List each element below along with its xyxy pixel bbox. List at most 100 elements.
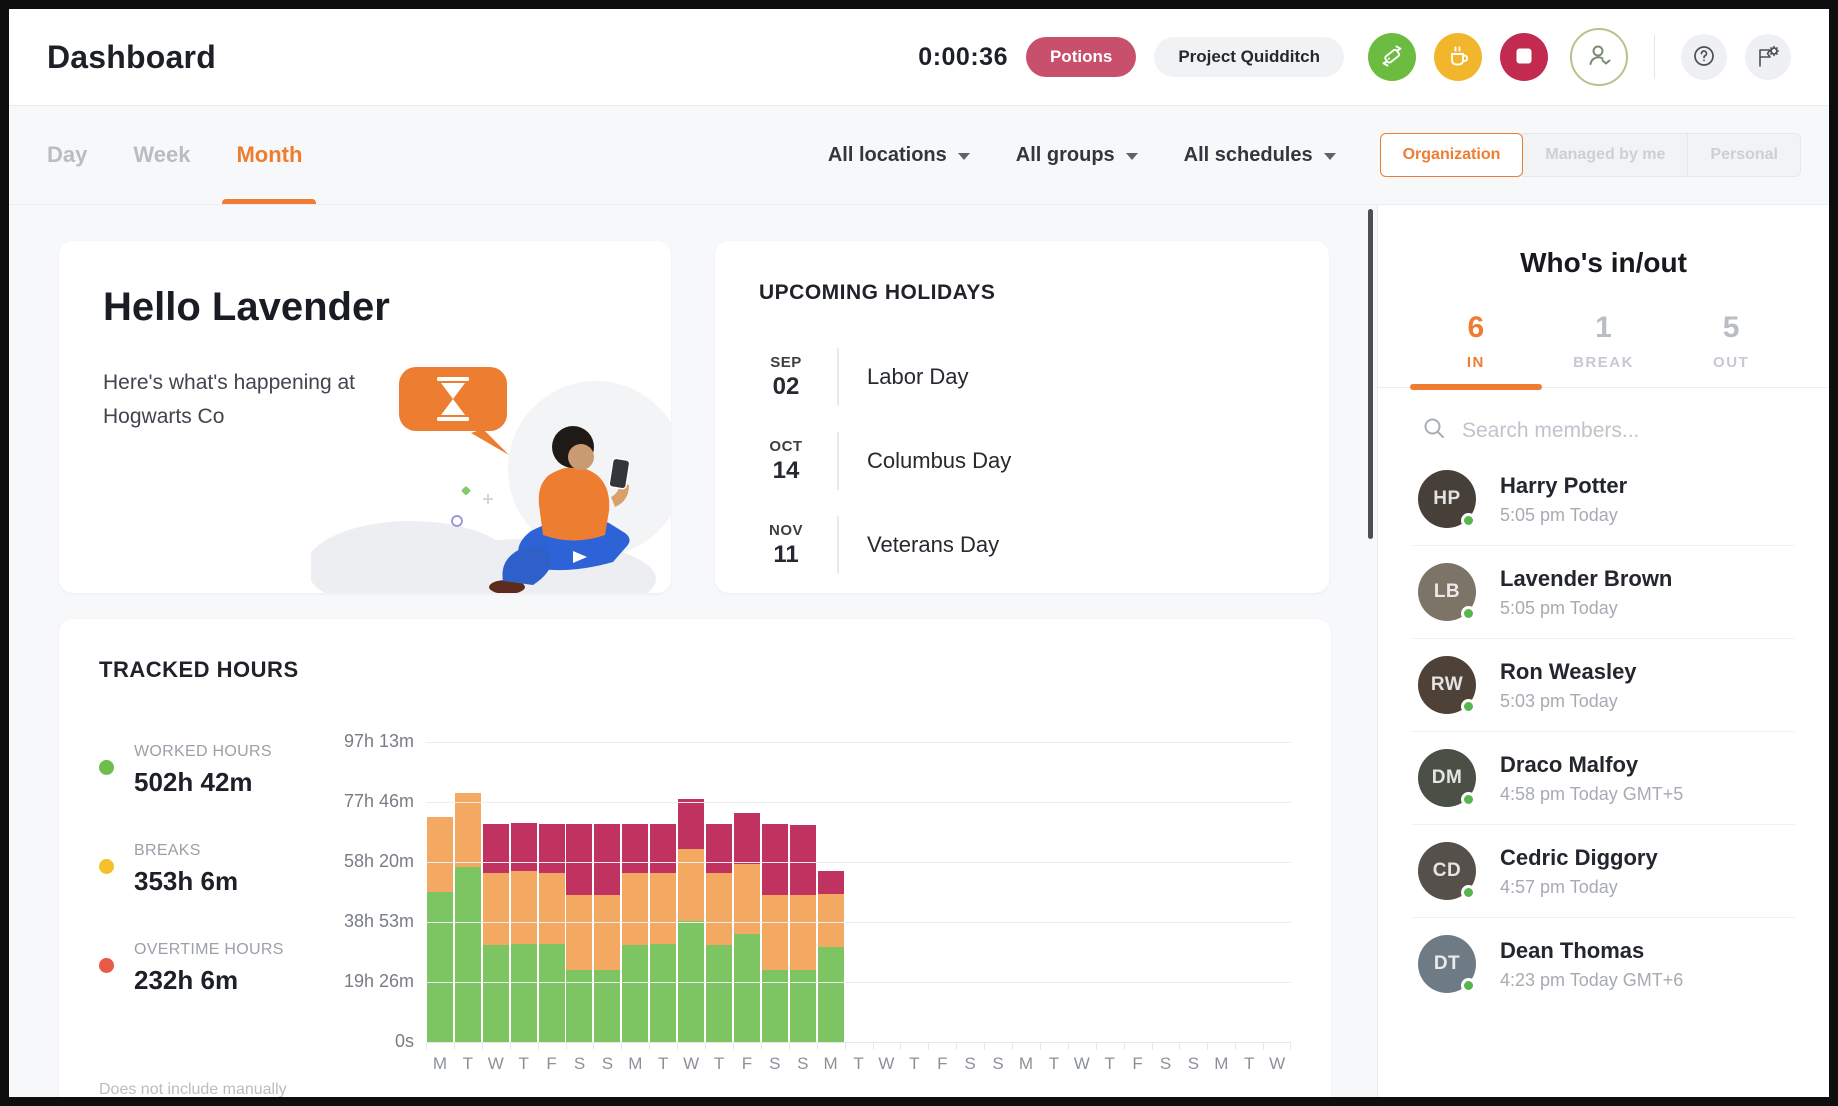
avatar-initials: DT [1433, 953, 1461, 974]
help-button[interactable] [1681, 34, 1727, 80]
stop-timer-button[interactable] [1500, 33, 1548, 81]
stacked-bar [622, 824, 649, 1043]
holidays-title: UPCOMING HOLIDAYS [759, 281, 996, 304]
member-search [1422, 416, 1785, 445]
x-tick-label: T [649, 1043, 677, 1079]
holiday-date: SEP 02 [759, 354, 813, 401]
stacked-bar [817, 871, 844, 1043]
bar-segment [678, 920, 705, 1043]
greeting-subtitle: Here's what's happening at Hogwarts Co [103, 366, 671, 433]
avatar-initials: HP [1433, 488, 1461, 509]
scope-organization-button[interactable]: Organization [1379, 133, 1524, 177]
holiday-day: 02 [772, 372, 800, 400]
scrollbar-thumb[interactable] [1368, 209, 1373, 539]
whos-inout-panel: Who's in/out 6 IN 1 BREAK 5 OUT [1377, 205, 1829, 1097]
break-button[interactable] [1434, 33, 1482, 81]
bar-slot [1068, 691, 1096, 1043]
chevron-down-icon [1323, 153, 1336, 160]
legend-value: 232h 6m [134, 965, 239, 995]
bar-segment [817, 871, 844, 894]
user-menu-button[interactable] [1570, 28, 1628, 86]
gridline [426, 1042, 1291, 1043]
member-time: 4:57 pm Today [1500, 876, 1618, 897]
member-row[interactable]: HP Harry Potter 5:05 pm Today [1412, 453, 1795, 546]
tab-break[interactable]: 1 BREAK [1543, 311, 1663, 371]
member-row[interactable]: DM Draco Malfoy 4:58 pm Today GMT+5 [1412, 732, 1795, 825]
bar-segment [566, 824, 593, 896]
tab-month[interactable]: Month [222, 106, 317, 204]
bar-slot [1152, 691, 1180, 1043]
member-row[interactable]: RW Ron Weasley 5:03 pm Today [1412, 639, 1795, 732]
bar-segment [733, 934, 760, 1043]
avatar: DM [1418, 749, 1476, 807]
worked-hours-dot [99, 760, 114, 775]
bar-slot [761, 691, 789, 1043]
scope-personal-button[interactable]: Personal [1687, 133, 1801, 177]
setup-button[interactable] [1745, 34, 1791, 80]
bar-slot [1096, 691, 1124, 1043]
groups-dropdown[interactable]: All groups [1016, 144, 1138, 167]
member-name: Cedric Diggory [1500, 844, 1658, 870]
bar-slot [733, 691, 761, 1043]
tab-day[interactable]: Day [47, 142, 88, 167]
search-input[interactable] [1462, 418, 1785, 443]
bar-slot [677, 691, 705, 1043]
activity-badge[interactable]: Potions [1025, 37, 1137, 77]
bar-segment [789, 969, 816, 1043]
presence-dot [1461, 792, 1476, 807]
locations-dropdown[interactable]: All locations [828, 144, 970, 167]
filter-bar: Day Week Month All locations All groups … [9, 106, 1829, 205]
member-name: Dean Thomas [1500, 937, 1645, 963]
switch-activity-button[interactable] [1368, 33, 1416, 81]
gridline [426, 861, 1291, 863]
scope-managed-button[interactable]: Managed by me [1522, 133, 1689, 177]
stacked-bar [510, 822, 537, 1043]
bar-slot [705, 691, 733, 1043]
whos-inout-title: Who's in/out [1520, 247, 1687, 278]
greeting-subtitle-line2: Hogwarts Co [103, 404, 225, 428]
filter-dropdowns: All locations All groups All schedules [828, 106, 1336, 204]
schedules-dropdown[interactable]: All schedules [1184, 144, 1336, 167]
x-tick-label: S [956, 1043, 984, 1079]
x-tick-label: W [1067, 1043, 1096, 1079]
x-tick-label: S [788, 1043, 817, 1079]
legend-item-overtime: OVERTIME HOURS 232h 6m [99, 941, 331, 996]
holiday-month: SEP [770, 353, 802, 371]
bar-segment [454, 793, 481, 868]
bar-slot [649, 691, 677, 1043]
project-badge[interactable]: Project Quidditch [1154, 37, 1344, 77]
holiday-date: NOV 11 [759, 522, 813, 569]
stacked-bar [789, 825, 816, 1043]
avatar: CD [1418, 842, 1476, 900]
holiday-row: NOV 11 Veterans Day [759, 503, 1285, 587]
member-row[interactable]: DT Dean Thomas 4:23 pm Today GMT+6 [1412, 918, 1795, 1010]
stacked-bar [594, 824, 621, 1043]
x-tick-label: F [537, 1043, 566, 1079]
avatar-initials: LB [1433, 581, 1461, 602]
member-row[interactable]: LB Lavender Brown 5:05 pm Today [1412, 546, 1795, 639]
bar-segment [789, 895, 816, 970]
bar-segment [733, 813, 760, 864]
bar-segment [594, 895, 621, 970]
tab-in[interactable]: 6 IN [1416, 311, 1536, 371]
tab-week[interactable]: Week [133, 142, 191, 167]
avatar-initials: DM [1431, 767, 1463, 788]
bar-slot [1263, 691, 1291, 1043]
tab-out[interactable]: 5 OUT [1671, 311, 1791, 371]
holiday-name: Columbus Day [867, 448, 1012, 473]
schedules-dropdown-label: All schedules [1183, 143, 1313, 166]
bar-segment [706, 945, 733, 1043]
header-divider [1654, 35, 1655, 79]
bar-segment [510, 870, 537, 944]
x-tick-label: S [1151, 1043, 1180, 1079]
avatar: LB [1418, 563, 1476, 621]
x-tick-label: T [900, 1043, 928, 1079]
avatar-initials: RW [1430, 674, 1464, 695]
greeting-card: Hello Lavender Here's what's happening a… [59, 241, 671, 593]
member-row[interactable]: CD Cedric Diggory 4:57 pm Today [1412, 825, 1795, 918]
person-chevron-icon [1582, 39, 1616, 76]
in-label: IN [1466, 354, 1485, 371]
main-area: Hello Lavender Here's what's happening a… [9, 205, 1829, 1097]
